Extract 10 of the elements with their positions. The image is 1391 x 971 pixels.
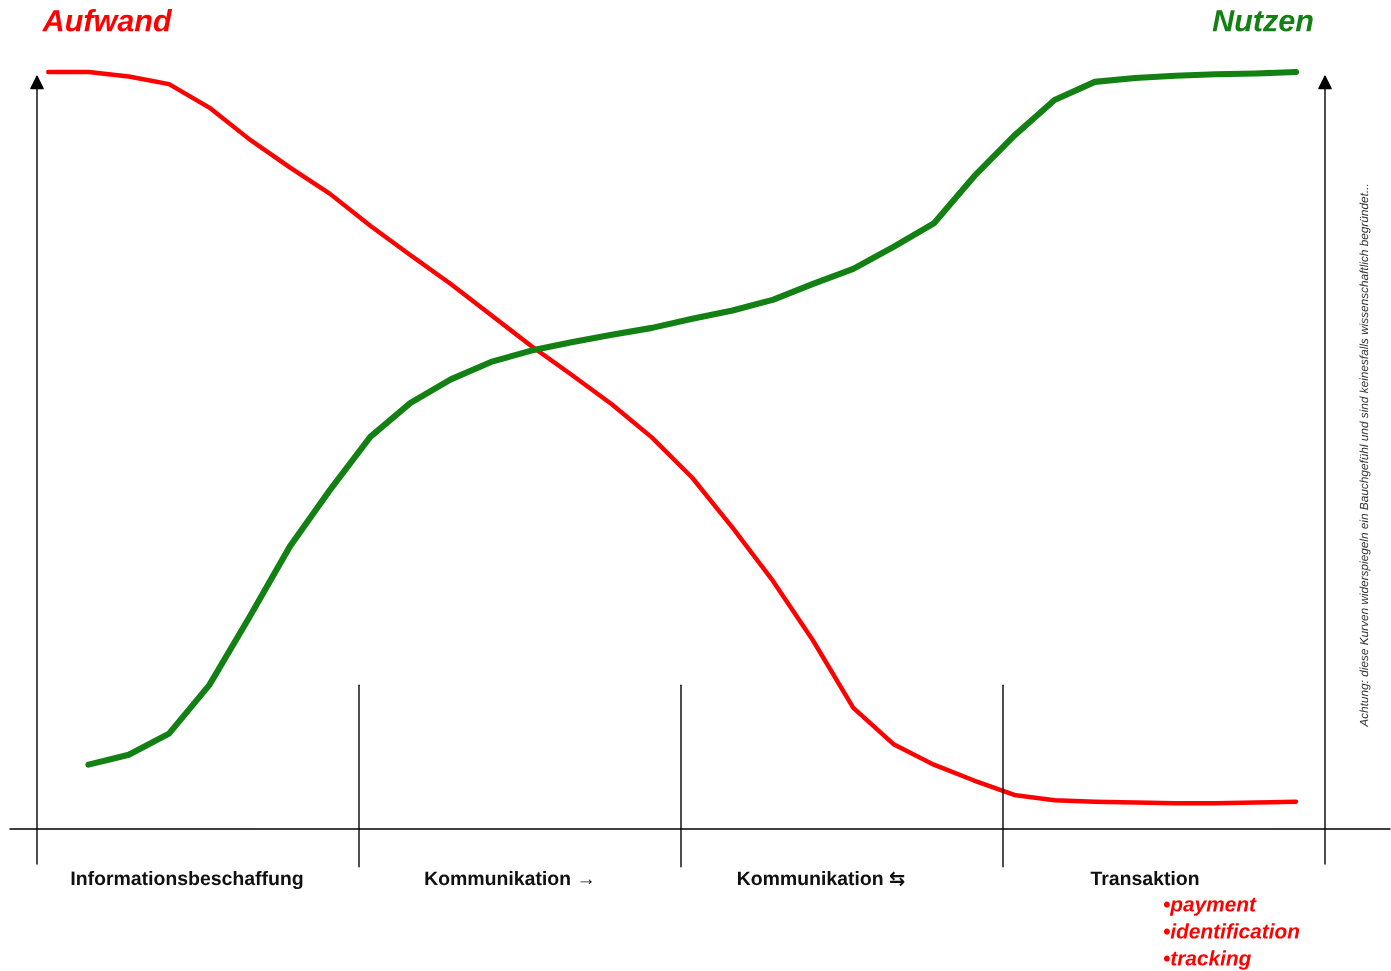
- series-label: Nutzen: [1212, 10, 1313, 32]
- text: •payment: [1163, 897, 1257, 916]
- text: Achtung: diese Kurven widerspiegeln ein Bauchgefühl und sind keinesfalls wissenschaftlich begründet...: [1359, 184, 1371, 728]
- text: Kommunikation ⇆: [738, 870, 905, 887]
- series-label: Aufwand: [41, 9, 173, 32]
- text: •tracking: [1163, 950, 1251, 970]
- text: Informationsbeschaffung: [71, 870, 303, 890]
- text: •identification: [1163, 923, 1300, 939]
- text: Transaktion: [1090, 870, 1199, 886]
- text: Kommunikation →: [425, 870, 592, 886]
